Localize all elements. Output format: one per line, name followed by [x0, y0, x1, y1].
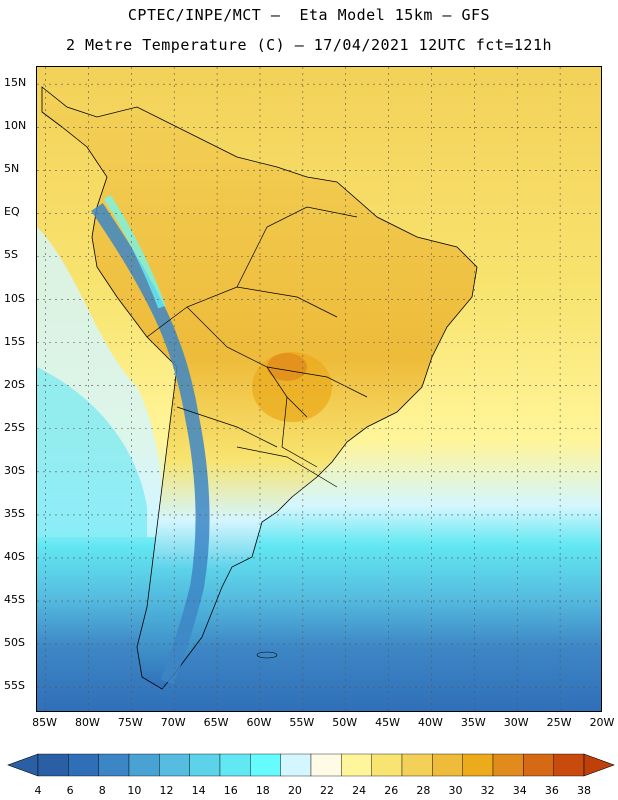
lat-lon-grid: [37, 67, 601, 711]
colorbar-swatch: [128, 753, 160, 777]
colorbar-level-label: 12: [159, 784, 174, 797]
lon-tick-label: 80W: [75, 716, 100, 729]
colorbar-swatch: [159, 753, 190, 777]
lon-tick-label: 25W: [546, 716, 572, 729]
colorbar-swatch: [68, 753, 99, 777]
colorbar: [7, 753, 615, 777]
lon-tick-label: 40W: [418, 716, 443, 729]
colorbar-swatch: [189, 753, 221, 777]
colorbar-swatch: [37, 753, 69, 777]
colorbar-level-label: 10: [127, 784, 142, 797]
northern-andes-band: [103, 194, 166, 309]
lat-tick-label: 5N: [4, 162, 20, 176]
colorbar-level-label: 20: [287, 784, 302, 797]
country-borders: [146, 206, 368, 488]
colorbar-level-label: 4: [34, 784, 42, 797]
lon-tick-label: 70W: [160, 716, 186, 729]
colorbar-level-label: 30: [448, 784, 463, 797]
lat-tick-label: 40S: [4, 549, 25, 563]
falkland-islands: [256, 651, 278, 659]
colorbar-level-label: 24: [352, 784, 367, 797]
lon-tick-label: 30W: [503, 716, 529, 729]
lat-tick-label: 50S: [4, 636, 25, 650]
hot-spot-core: [267, 353, 307, 381]
colorbar-level-label: 38: [577, 784, 591, 797]
lon-tick-label: 60W: [246, 716, 272, 729]
temperature-map: [37, 67, 601, 711]
lon-tick-label: 85W: [32, 716, 57, 729]
colorbar-swatch: [523, 753, 554, 777]
colorbar-swatch: [401, 753, 433, 777]
lat-tick-label: 15N: [4, 76, 27, 90]
map-title-variable: 2 Metre Temperature (C) – 17/04/2021 12U…: [65, 36, 553, 54]
lat-tick-label: 10N: [4, 119, 27, 133]
colorbar-swatch: [341, 753, 372, 777]
lon-tick-label: 20W: [589, 716, 615, 729]
colorbar-swatch: [280, 753, 312, 777]
lat-tick-label: 25S: [4, 420, 25, 434]
map-panel: [36, 66, 602, 712]
colorbar-high-arrow: [583, 753, 615, 777]
lat-tick-label: 20S: [4, 377, 25, 391]
colorbar-swatch: [462, 753, 494, 777]
colorbar-level-label: 36: [544, 784, 559, 797]
colorbar-level-label: 8: [98, 784, 106, 797]
colorbar-swatch: [310, 753, 342, 777]
colorbar-swatch: [492, 753, 524, 777]
lat-tick-label: 5S: [4, 248, 18, 262]
colorbar-level-label: 16: [223, 784, 238, 797]
colorbar-swatch: [250, 753, 281, 777]
lon-tick-label: 65W: [203, 716, 229, 729]
colorbar-level-label: 32: [480, 784, 495, 797]
colorbar-level-label: 28: [416, 784, 431, 797]
lat-tick-label: EQ: [4, 205, 20, 219]
colorbar-level-label: 6: [66, 784, 74, 797]
lat-tick-label: 35S: [4, 506, 25, 520]
map-title-source: CPTEC/INPE/MCT – Eta Model 15km – GFS: [127, 6, 491, 24]
colorbar-swatch: [432, 753, 463, 777]
colorbar-swatch: [98, 753, 130, 777]
lon-tick-label: 45W: [375, 716, 401, 729]
colorbar-swatch: [219, 753, 251, 777]
colorbar-level-label: 18: [255, 784, 270, 797]
lon-tick-label: 55W: [289, 716, 315, 729]
colorbar-swatch: [553, 753, 585, 777]
lon-tick-label: 35W: [460, 716, 486, 729]
lat-tick-label: 55S: [4, 679, 25, 693]
lat-tick-label: 10S: [4, 291, 25, 305]
colorbar-level-label: 26: [384, 784, 399, 797]
colorbar-low-arrow: [7, 753, 39, 777]
andes-cold-band: [91, 203, 210, 685]
colorbar-level-label: 34: [512, 784, 527, 797]
lon-tick-label: 50W: [332, 716, 358, 729]
pacific-cold-zone: [37, 367, 147, 537]
colorbar-swatch: [371, 753, 403, 777]
lat-tick-label: 45S: [4, 593, 25, 607]
lon-tick-label: 75W: [117, 716, 143, 729]
lat-tick-label: 15S: [4, 334, 25, 348]
colorbar-level-label: 22: [320, 784, 335, 797]
lat-tick-label: 30S: [4, 463, 25, 477]
colorbar-level-label: 14: [191, 784, 206, 797]
